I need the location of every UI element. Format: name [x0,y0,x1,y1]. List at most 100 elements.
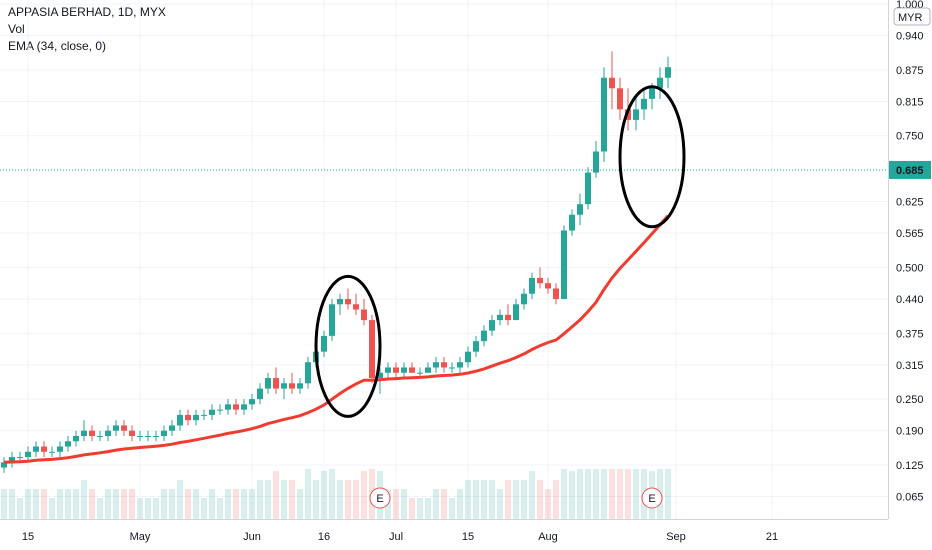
candle-body [657,77,663,89]
price-tick-label: 0.315 [896,360,924,372]
volume-bar [233,489,239,519]
volume-bar [57,489,63,519]
candle-body [441,362,447,368]
candlestick-series [1,51,671,473]
volume-bar [257,480,263,519]
volume-bar [33,489,39,519]
candle-body [169,425,175,431]
price-axis-bg [888,0,932,550]
volume-bar [281,480,287,519]
volume-bar [441,489,447,519]
annotation-circle [314,274,382,418]
time-tick-label: Sep [666,531,686,543]
candle-body [209,409,215,415]
candle-body [617,88,623,110]
volume-bar [273,471,279,519]
ema-line [3,214,670,464]
chart-legend: APPASIA BERHAD, 1D, MYX Vol EMA (34, clo… [8,4,166,55]
candle-body [425,367,431,373]
candle-body [281,383,287,389]
volume-bar [617,469,623,519]
candle-body [97,435,103,437]
candle-body [409,367,415,373]
candle-body [17,457,23,459]
candle-body [465,351,471,363]
volume-bar [289,480,295,519]
candle-body [401,367,407,373]
volume-bar [361,471,367,519]
candle-body [569,214,575,231]
volume-bar [145,498,151,519]
candle-body [665,67,671,78]
candle-body [41,446,47,452]
price-tick-label: 1.000 [896,0,924,11]
volume-bar [433,489,439,519]
earnings-marker-label: E [376,493,383,505]
volume-indicator-label[interactable]: Vol [8,22,25,36]
volume-bar [569,471,575,519]
volume-bar [1,489,7,519]
candle-body [449,367,455,369]
volume-bar [521,480,527,519]
volume-bar [169,489,175,519]
candle-body [561,230,567,300]
volume-bar [497,489,503,519]
volume-bar [241,489,247,519]
volume-bar [329,469,335,519]
currency-badge [893,7,931,26]
candle-body [385,367,391,373]
currency-label: MYR [898,12,923,24]
volume-bar [465,480,471,519]
volume-bar [625,469,631,519]
candle-body [193,414,199,421]
volume-bar [409,498,415,519]
candle-body [513,304,519,321]
volume-bar [41,489,47,519]
candle-body [9,457,15,463]
candle-body [89,430,95,436]
volume-bar [161,489,167,519]
candle-body [113,425,119,431]
volume-bar [633,469,639,519]
volume-bar [417,498,423,519]
last-price-label-bg [889,160,931,179]
volume-bar [337,480,343,519]
volume-bar [209,489,215,519]
volume-bar [201,498,207,519]
candle-body [25,451,31,458]
candle-body [265,378,271,389]
candle-body [137,435,143,437]
candle-body [57,446,63,452]
volume-bar [473,480,479,519]
symbol-title[interactable]: APPASIA BERHAD, 1D, MYX [8,5,166,19]
candle-body [649,88,655,99]
volume-bar [529,471,535,519]
candle-body [129,430,135,436]
price-axis[interactable]: 1.000 0.940 0.875 0.815 0.750 0.685 0.625 0.565… [888,0,932,550]
volume-bar [105,489,111,519]
candle-body [217,409,223,411]
candle-body [345,299,351,305]
volume-bar [505,480,511,519]
volume-bar [49,498,55,519]
time-tick-label: Jun [243,531,261,543]
price-tick-label: 0.625 [896,197,924,209]
volume-bar [313,480,319,519]
ema-indicator-label[interactable]: EMA (34, close, 0) [8,39,107,53]
candle-body [633,109,639,120]
volume-bar [601,469,607,519]
candle-body [257,388,263,400]
drawing-annotations[interactable] [314,85,686,418]
candle-body [121,425,127,431]
time-axis[interactable]: 15 May Jun 16 Jul 15 Aug Sep 21 [0,519,888,544]
candle-body [593,151,599,173]
volume-bar [481,480,487,519]
volume-bar [17,498,23,519]
volume-bar [297,489,303,519]
price-tick-label: 0.375 [896,328,924,340]
candle-body [297,383,303,389]
candle-body [361,309,367,321]
volume-bar [513,480,519,519]
